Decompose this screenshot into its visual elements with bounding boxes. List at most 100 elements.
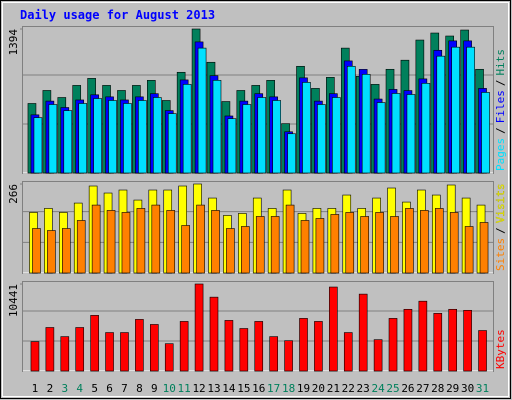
x-tick-label: 17 (267, 382, 280, 395)
x-tick-label: 6 (106, 382, 113, 395)
bar (317, 104, 326, 174)
bar (151, 204, 161, 274)
legend: KBytes (494, 329, 507, 369)
bar (47, 230, 56, 274)
bar (285, 204, 295, 274)
x-tick-label: 2 (47, 382, 54, 395)
x-tick-label: 14 (222, 382, 236, 395)
x-tick-label: 19 (297, 382, 310, 395)
bar (212, 80, 222, 174)
bar (150, 324, 159, 372)
legend-separator: / (494, 80, 507, 87)
bar (182, 84, 192, 174)
bar (78, 103, 88, 174)
x-tick-label: 29 (446, 382, 459, 395)
bar (241, 226, 250, 274)
legend-entry: Sites (494, 238, 507, 271)
bar (120, 332, 129, 372)
bar (254, 321, 264, 372)
bar (196, 204, 205, 274)
bar (164, 343, 174, 372)
bar (299, 318, 308, 372)
legend-separator: / (494, 127, 507, 134)
bar (451, 46, 461, 174)
bar (211, 210, 220, 274)
bar (463, 309, 472, 372)
bar (227, 118, 237, 174)
x-tick-label: 23 (357, 382, 370, 395)
legend-entry: Hits (494, 49, 507, 76)
bar (302, 82, 311, 174)
x-tick-label: 18 (282, 382, 295, 395)
bar (166, 210, 176, 274)
bar (121, 212, 131, 274)
x-tick-label: 3 (61, 382, 68, 395)
bar (45, 327, 55, 372)
bar (434, 208, 444, 274)
x-tick-label: 13 (207, 382, 220, 395)
bar (375, 212, 384, 274)
bar (123, 103, 132, 174)
x-tick-label: 21 (327, 382, 340, 395)
bar (436, 55, 446, 174)
x-tick-label: 15 (237, 382, 250, 395)
bar (390, 216, 399, 274)
chart-title: Daily usage for August 2013 (20, 8, 215, 22)
x-tick-label: 16 (252, 382, 265, 395)
bar (388, 318, 398, 372)
bar (167, 113, 177, 174)
bar (242, 104, 252, 174)
bar (420, 210, 429, 274)
bar (466, 46, 475, 174)
x-tick-label: 28 (431, 382, 444, 395)
bar (270, 216, 280, 274)
y-tick-label: 1394 (7, 29, 20, 56)
bar (91, 204, 101, 274)
bar (106, 210, 116, 274)
x-tick-label: 5 (91, 382, 98, 395)
bar (284, 340, 293, 372)
bar (405, 208, 414, 274)
bar (406, 94, 416, 174)
x-tick-label: 26 (401, 382, 414, 395)
bar (361, 74, 371, 174)
x-tick-label: 12 (192, 382, 205, 395)
x-tick-label: 11 (178, 382, 191, 395)
bar (329, 286, 338, 372)
bar (32, 228, 41, 274)
bar (481, 92, 490, 174)
bar (448, 308, 458, 372)
bar (90, 315, 99, 372)
bar (135, 319, 144, 372)
bar (138, 100, 147, 174)
bar (449, 212, 459, 274)
legend: Sites / Visits (494, 184, 507, 272)
bar (300, 220, 310, 274)
legend-entry: KBytes (494, 329, 507, 369)
legend-entry: Pages (494, 138, 507, 171)
bar (48, 104, 58, 174)
bar (315, 218, 325, 274)
y-tick-label: 266 (7, 184, 20, 204)
bar (226, 228, 235, 274)
x-tick-label: 20 (312, 382, 325, 395)
bar (403, 308, 413, 372)
legend-entry: Files (494, 90, 507, 123)
bar (194, 283, 204, 372)
bar (108, 100, 117, 174)
bar (360, 216, 369, 274)
bar (257, 97, 267, 174)
bar (433, 313, 443, 372)
bar (314, 321, 323, 372)
bar (61, 228, 71, 274)
bar (75, 327, 85, 372)
bar (224, 320, 234, 372)
frame-inner (2, 2, 509, 397)
legend-separator: / (494, 227, 507, 234)
bar (373, 339, 383, 372)
bar (464, 226, 474, 274)
bar (255, 216, 265, 274)
bar (209, 296, 219, 372)
bar (179, 321, 189, 372)
